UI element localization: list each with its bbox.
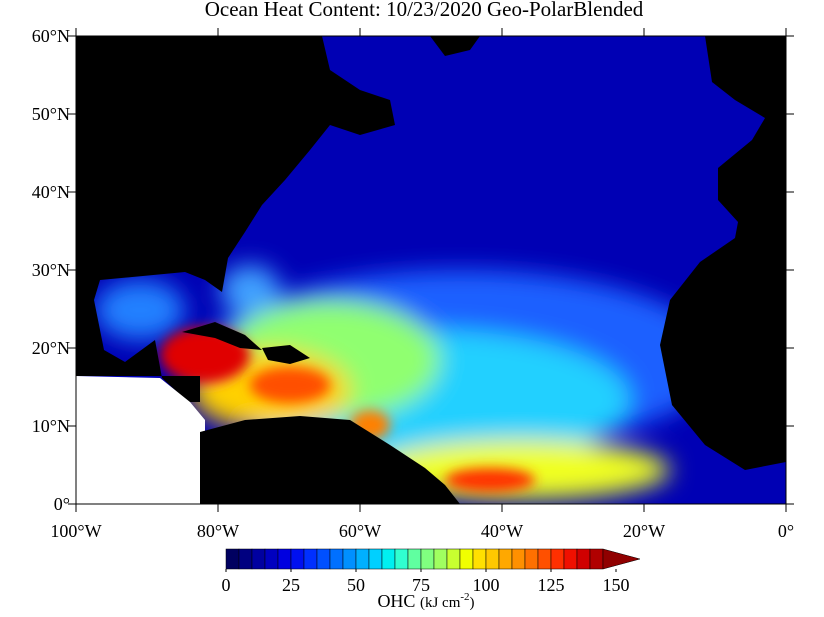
colorbar-swatch	[225, 548, 240, 570]
y-tick-label: 20°N	[32, 338, 70, 358]
y-tick-label: 10°N	[32, 416, 70, 436]
map-area	[76, 36, 786, 504]
colorbar-swatch	[355, 548, 370, 570]
south-america	[200, 416, 460, 504]
colorbar-unit: (kJ cm	[420, 595, 461, 611]
colorbar-swatch	[394, 548, 409, 570]
colorbar-swatch	[329, 548, 344, 570]
y-tick-label: 0°	[54, 494, 70, 514]
colorbar-swatch	[251, 548, 266, 570]
y-tick-label: 30°N	[32, 260, 70, 280]
colorbar-label: OHC (kJ cm-2)	[377, 591, 474, 611]
colorbar-swatch	[537, 548, 552, 570]
colorbar-swatch	[316, 548, 331, 570]
colorbar-swatch	[420, 548, 435, 570]
colorbar-swatch	[303, 548, 318, 570]
colorbar-swatch	[524, 548, 539, 570]
x-tick-label: 100°W	[50, 521, 101, 541]
north-america	[76, 36, 395, 402]
colorbar-title: OHC	[377, 591, 415, 611]
colorbar-swatch	[446, 548, 461, 570]
colorbar-swatch	[290, 548, 305, 570]
colorbar: 0 25 50 75 100 125 150	[222, 548, 641, 595]
y-tick-label: 40°N	[32, 182, 70, 202]
colorbar-tick-label: 75	[412, 575, 430, 595]
colorbar-swatch	[576, 548, 591, 570]
colorbar-swatch	[407, 548, 422, 570]
greenland	[430, 36, 480, 56]
colorbar-swatch	[485, 548, 500, 570]
x-tick-label: 40°W	[481, 521, 523, 541]
central-america	[76, 376, 205, 504]
colorbar-swatch	[433, 548, 448, 570]
colorbar-tick-label: 50	[347, 575, 365, 595]
colorbar-swatch	[459, 548, 474, 570]
x-tick-label: 0°	[778, 521, 794, 541]
title: Ocean Heat Content: 10/23/2020 Geo-Polar…	[205, 0, 644, 21]
y-tick-label: 50°N	[32, 104, 70, 124]
colorbar-tick-label: 150	[603, 575, 630, 595]
x-tick-label: 20°W	[623, 521, 665, 541]
colorbar-unit-close: )	[470, 595, 475, 611]
colorbar-swatch	[589, 548, 604, 570]
colorbar-swatch	[550, 548, 565, 570]
cuba	[182, 322, 262, 350]
hispaniola	[262, 345, 310, 364]
colorbar-swatch	[277, 548, 292, 570]
colorbar-swatch	[472, 548, 487, 570]
colorbar-tick-label: 0	[222, 575, 231, 595]
colorbar-swatch	[563, 548, 578, 570]
x-tick-label: 80°W	[197, 521, 239, 541]
colorbar-swatch	[238, 548, 253, 570]
colorbar-swatch	[381, 548, 396, 570]
colorbar-swatch	[498, 548, 513, 570]
colorbar-extend	[602, 548, 641, 570]
colorbar-tick-label: 100	[473, 575, 500, 595]
colorbar-tick-label: 125	[538, 575, 565, 595]
x-tick-label: 60°W	[339, 521, 381, 541]
colorbar-swatch	[368, 548, 383, 570]
colorbar-swatch	[342, 548, 357, 570]
colorbar-swatch	[511, 548, 526, 570]
europe-africa	[660, 36, 786, 470]
colorbar-unit-exponent: -2	[460, 591, 469, 603]
colorbar-swatch	[264, 548, 279, 570]
colorbar-tick-label: 25	[282, 575, 300, 595]
y-tick-label: 60°N	[32, 26, 70, 46]
